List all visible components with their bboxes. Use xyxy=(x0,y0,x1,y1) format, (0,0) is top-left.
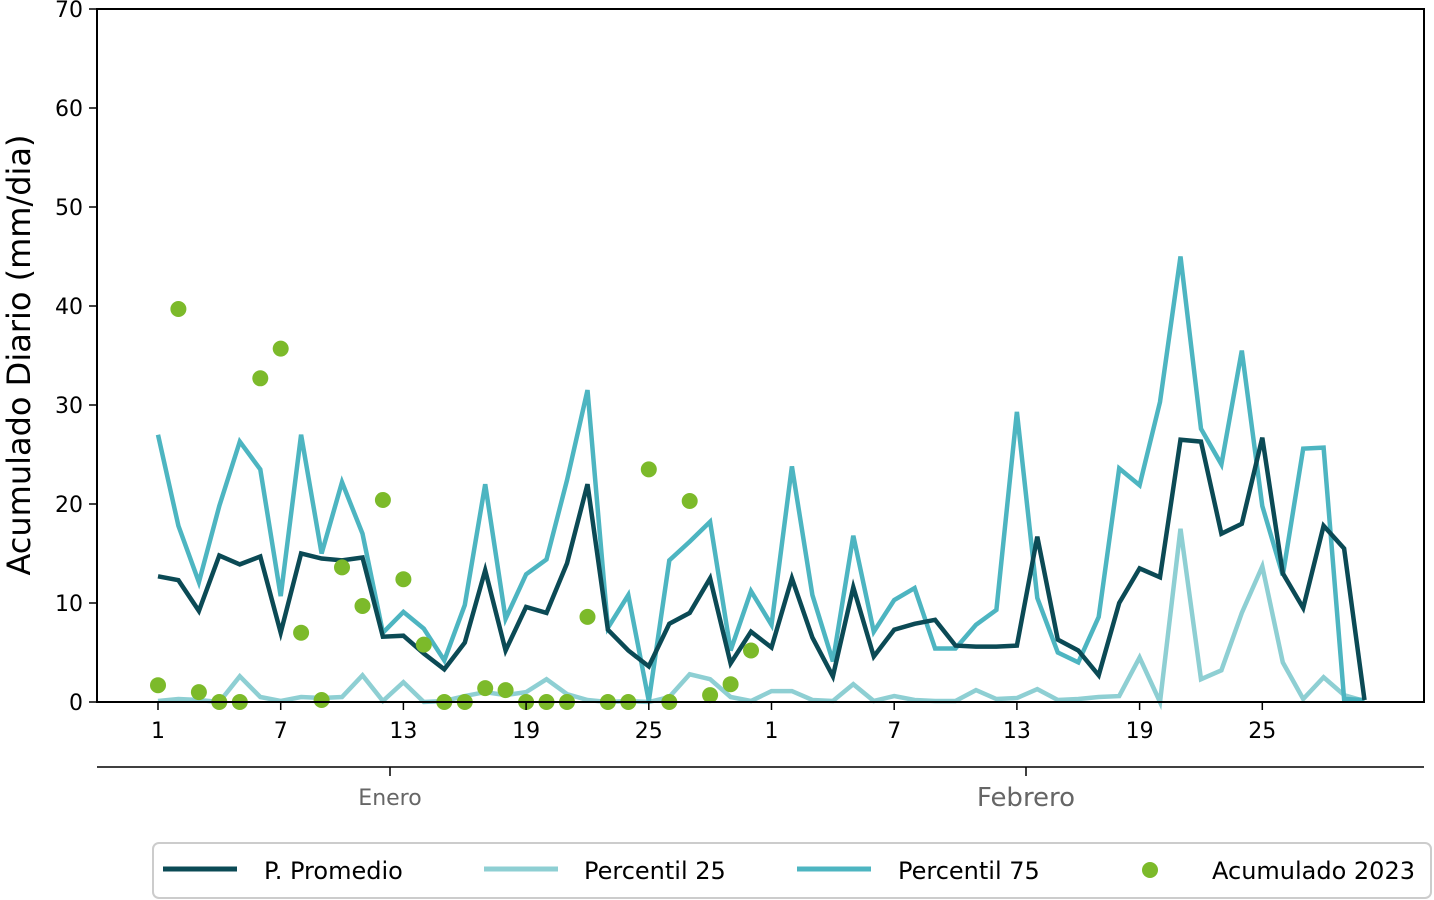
y-tick-label: 10 xyxy=(55,592,83,617)
data-point-acumulado xyxy=(313,692,330,708)
data-point-acumulado xyxy=(272,340,289,357)
x-tick-label: 7 xyxy=(274,719,288,744)
data-point-acumulado xyxy=(354,598,371,614)
y-tick-label: 20 xyxy=(55,493,83,518)
data-point-acumulado xyxy=(415,636,432,653)
month-label-enero: Enero xyxy=(358,786,421,811)
plot-area xyxy=(150,256,1367,711)
data-point-acumulado xyxy=(150,677,166,694)
y-tick-label: 70 xyxy=(55,0,83,23)
data-point-acumulado xyxy=(252,370,269,387)
x-tick-label: 1 xyxy=(151,719,165,744)
data-point-acumulado xyxy=(395,571,412,588)
data-point-acumulado xyxy=(702,687,719,704)
data-point-acumulado xyxy=(681,493,698,509)
x-tick-label: 7 xyxy=(887,719,901,744)
legend-label-promedio: P. Promedio xyxy=(264,857,403,885)
data-point-acumulado xyxy=(293,624,310,641)
legend-frame xyxy=(152,842,1432,899)
data-point-acumulado xyxy=(170,301,187,317)
data-point-acumulado xyxy=(722,676,739,693)
legend-label-acumulado: Acumulado 2023 xyxy=(1212,857,1415,885)
x-tick-label: 13 xyxy=(1003,719,1031,744)
legend-label-p25: Percentil 25 xyxy=(584,857,726,885)
series-line-promedio xyxy=(157,437,1367,701)
data-point-acumulado xyxy=(497,682,514,699)
month-axis: Enero Febrero xyxy=(97,766,1424,813)
axes: 0 10 20 30 40 50 60 70 1 7 13 19 25 1 7 13 19 25 xyxy=(55,0,1425,744)
x-tick-label: 19 xyxy=(1126,719,1154,744)
data-point-acumulado xyxy=(743,642,759,659)
x-tick-label: 1 xyxy=(765,719,779,744)
plot-frame xyxy=(96,8,1425,703)
y-tick-label: 60 xyxy=(55,97,83,122)
month-label-febrero: Febrero xyxy=(977,783,1075,813)
y-tick-label: 30 xyxy=(55,394,83,419)
x-tick-label: 25 xyxy=(635,719,663,744)
legend-label-p75: Percentil 75 xyxy=(898,857,1040,885)
series-line-p25 xyxy=(157,528,1366,711)
y-axis-label: Acumulado Diario (mm/dia) xyxy=(0,134,38,575)
legend-swatch-acumulado xyxy=(1142,862,1158,878)
y-tick-label: 0 xyxy=(69,691,83,716)
data-point-acumulado xyxy=(334,559,350,576)
y-tick-label: 50 xyxy=(55,196,83,221)
data-point-acumulado xyxy=(190,684,207,701)
x-tick-label: 19 xyxy=(512,719,540,744)
data-point-acumulado xyxy=(477,680,494,697)
data-point-acumulado xyxy=(640,461,657,478)
y-tick-label: 40 xyxy=(55,295,83,320)
data-point-acumulado xyxy=(579,608,596,625)
series-line-p75 xyxy=(155,256,1365,703)
legend: P. Promedio Percentil 25 Percentil 75 Ac… xyxy=(152,842,1432,899)
x-tick-label: 25 xyxy=(1248,719,1276,744)
x-tick-label: 13 xyxy=(389,719,417,744)
data-point-acumulado xyxy=(374,492,391,508)
